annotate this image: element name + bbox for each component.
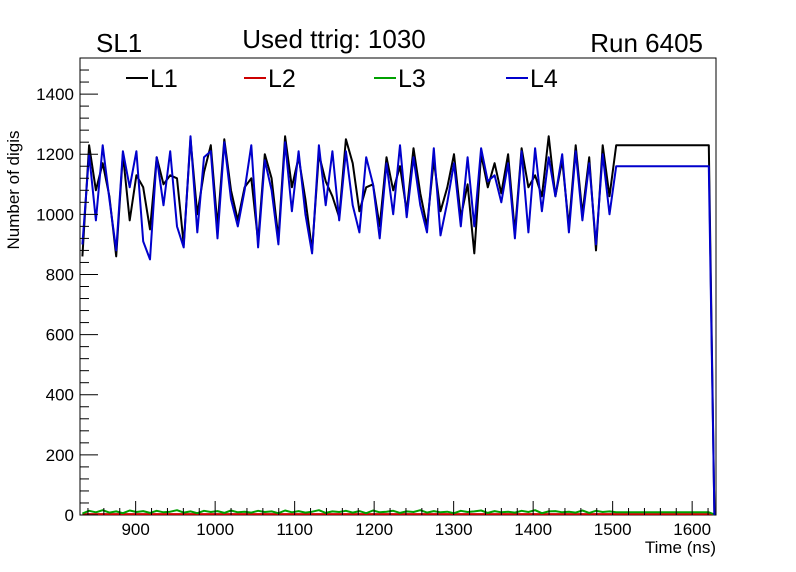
y-tick-label: 0 [65, 506, 74, 525]
x-tick-label: 1000 [196, 520, 234, 539]
x-tick-label: 1600 [673, 520, 711, 539]
axis-group: 900 1000 1100 1200 1300 1400 1500 1600 0 200 400 60… [36, 57, 711, 539]
y-tick-label: 400 [46, 386, 74, 405]
y-tick-label: 1400 [36, 85, 74, 104]
legend-label-l1: L1 [150, 65, 178, 93]
y-axis-title: Number of digis [4, 130, 23, 249]
plot-frame [79, 57, 717, 516]
y-tick-label: 800 [46, 265, 74, 284]
chart-title-right: Run 6405 [590, 28, 703, 58]
y-tick-label: 200 [46, 446, 74, 465]
x-tick-label: 1200 [355, 520, 393, 539]
x-tick-label: 900 [121, 520, 149, 539]
series-group [81, 135, 716, 516]
legend-label-l2: L2 [268, 65, 296, 93]
legend-label-l4: L4 [530, 65, 558, 93]
legend-label-l3: L3 [398, 65, 426, 93]
y-tick-label: 1000 [36, 205, 74, 224]
legend: L1 L2 L3 L4 [126, 65, 558, 93]
series-line-l1 [81, 135, 716, 516]
x-tick-label: 1300 [435, 520, 473, 539]
x-tick-label: 1400 [514, 520, 552, 539]
y-tick-label: 600 [46, 326, 74, 345]
y-tick-label: 1200 [36, 145, 74, 164]
chart-title-left: SL1 [96, 28, 142, 58]
series-line-l3 [82, 509, 715, 516]
chart-title-center: Used ttrig: 1030 [242, 24, 426, 54]
x-tick-label: 1100 [276, 520, 313, 539]
x-tick-label: 1500 [594, 520, 632, 539]
x-axis-title: Time (ns) [645, 538, 716, 557]
series-line-l4 [81, 135, 716, 516]
